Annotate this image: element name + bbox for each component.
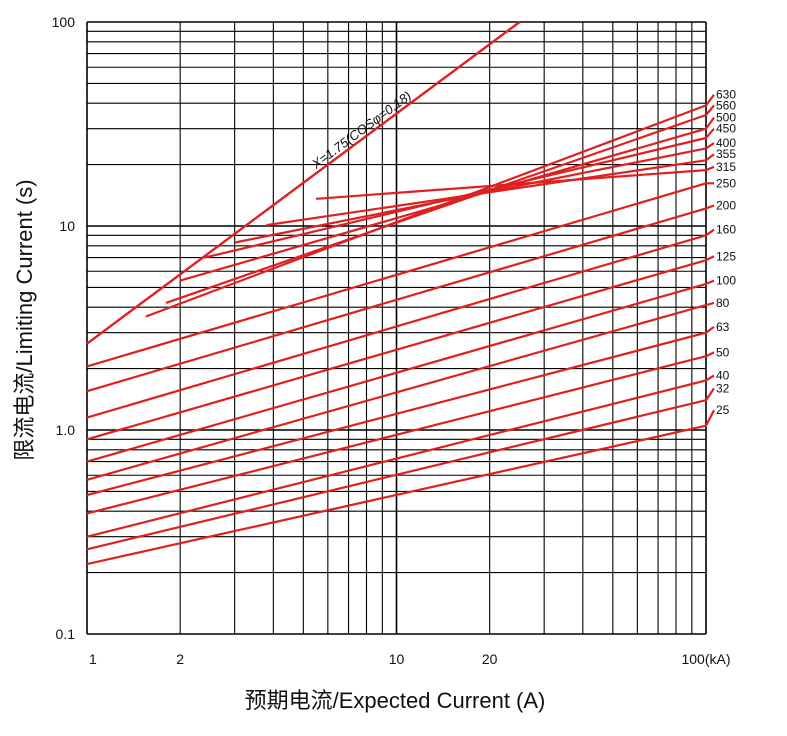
- rating-label-63: 63: [716, 320, 730, 334]
- rating-label-50: 50: [716, 345, 730, 359]
- rating-label-25: 25: [716, 403, 730, 417]
- envelope-label: X=1.75(COSφ=0.18): [308, 88, 414, 172]
- rating-label-125: 125: [716, 249, 736, 263]
- curve-560: [165, 104, 715, 304]
- rating-label-100: 100: [716, 274, 736, 288]
- rating-label-250: 250: [716, 176, 736, 190]
- curve-400: [234, 142, 715, 244]
- rating-label-32: 32: [716, 381, 730, 395]
- envelope-line: [86, 21, 521, 345]
- tick-labels: 1 2 10 20 100(kA) 0.1 1.0 10 100: [52, 14, 731, 667]
- rating-label-200: 200: [716, 199, 736, 213]
- rating-label-630: 630: [716, 88, 736, 102]
- rating-label-80: 80: [716, 296, 730, 310]
- curve-630: [145, 94, 715, 318]
- curve-315: [316, 165, 715, 200]
- x-tick-label: 2: [176, 651, 184, 667]
- rating-label-400: 400: [716, 136, 736, 150]
- curve-250: [86, 182, 714, 368]
- x-axis-label: 预期电流/Expected Current (A): [245, 688, 546, 713]
- x-tick-label: 20: [482, 651, 498, 667]
- curve-355: [266, 153, 715, 227]
- curve-40: [86, 374, 715, 538]
- curve-100: [86, 279, 715, 463]
- y-tick-label: 100: [52, 14, 76, 30]
- rating-label-160: 160: [716, 223, 736, 237]
- x-tick-label: 1: [89, 651, 97, 667]
- x-tick-label: 10: [389, 651, 405, 667]
- curve-50: [86, 351, 715, 515]
- y-axis-label: 限流电流/Limiting Current (s): [12, 179, 37, 460]
- curve-32: [86, 387, 715, 551]
- curve-125: [86, 255, 715, 441]
- curve-200: [86, 204, 715, 393]
- curve-450: [204, 127, 715, 259]
- y-tick-label: 1.0: [56, 422, 76, 438]
- x-tick-label: 100(kA): [681, 651, 730, 667]
- rating-label-450: 450: [716, 122, 736, 136]
- curve-63: [86, 326, 715, 497]
- curve-160: [86, 228, 715, 419]
- rating-label-560: 560: [716, 98, 736, 112]
- rating-label-500: 500: [716, 111, 736, 125]
- curve-80: [86, 301, 715, 481]
- rating-label-355: 355: [716, 147, 736, 161]
- rating-label-315: 315: [716, 160, 736, 174]
- y-tick-label: 0.1: [56, 626, 76, 642]
- y-tick-label: 10: [59, 218, 75, 234]
- rating-label-40: 40: [716, 368, 730, 382]
- curve-25: [86, 409, 715, 566]
- curve-500: [179, 116, 715, 282]
